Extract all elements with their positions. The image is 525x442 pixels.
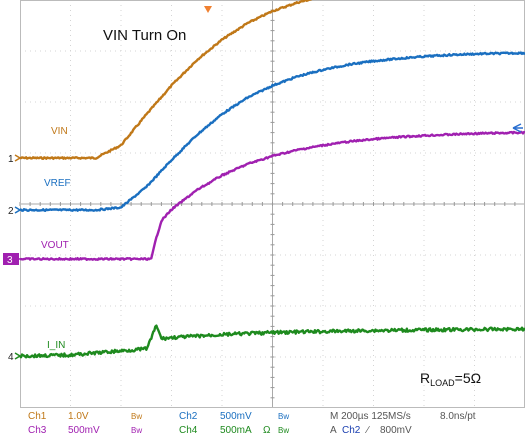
ch3-label: Ch3 [28,425,47,436]
trigger-level-arrow [512,123,523,133]
ch2-bandwidth: Bw [278,412,290,421]
chart-title: VIN Turn On [103,27,186,44]
rload-subscript: LOAD [430,378,455,388]
oscilloscope-screen: VIN VREF VOUT I_IN 1 2 3 4 VIN Turn On RLOAD=5… [3,0,525,408]
channel-marker-arrow [14,154,22,162]
trace-i-in [19,324,525,359]
ch1-label: Ch1 [28,411,47,422]
series-label: VIN [51,126,68,137]
status-row-2: Ch3 500mV Bw Ch4 500mA Ω Bw A Ch2 ∕ 800m… [0,425,525,439]
ch4-label: Ch4 [179,425,198,436]
ch3-scale: 500mV [68,425,100,436]
rload-value: =5Ω [455,370,481,386]
trigger-source-label: A [330,425,337,436]
traces: VIN VREF VOUT I_IN [19,0,525,359]
channel-marker-label: 3 [7,255,13,266]
ch1-scale: 1.0V [68,411,89,422]
ch2-label: Ch2 [179,411,198,422]
rload-annotation: RLOAD=5Ω [420,370,481,388]
ch4-scale: 500mA [220,425,252,436]
ch4-bandwidth: Bw [278,426,290,435]
sample-interval: 8.0ns/pt [440,411,476,422]
rload-main: R [420,370,430,386]
trigger-level: 800mV [380,425,412,436]
trace-vin [19,0,313,160]
channel-marker-arrow [14,352,22,360]
trigger-slope-icon: ∕ [367,425,369,436]
trace-vout [19,130,525,261]
series-label: VOUT [41,240,69,251]
series-label: VREF [44,178,71,189]
channel-marker-label: 4 [8,352,14,363]
ch3-bandwidth: Bw [131,426,143,435]
trigger-channel: Ch2 [342,425,361,436]
timebase: M 200µs 125MS/s [330,411,411,422]
channel-marker-arrow [14,206,22,214]
status-row-1: Ch1 1.0V Bw Ch2 500mV Bw M 200µs 125MS/s… [0,411,525,425]
trace-vref [19,51,525,212]
channel-markers: 1 2 3 4 [3,154,25,363]
channel-marker-label: 1 [8,154,14,165]
channel-marker-label: 2 [8,206,14,217]
ch4-impedance: Ω [263,425,271,436]
trigger-position-marker [204,6,212,13]
channel-marker-bg [3,253,19,265]
ch1-bandwidth: Bw [131,412,143,421]
series-label: I_IN [47,340,65,351]
scope-status-bar: Ch1 1.0V Bw Ch2 500mV Bw M 200µs 125MS/s… [0,408,525,442]
ch2-scale: 500mV [220,411,252,422]
